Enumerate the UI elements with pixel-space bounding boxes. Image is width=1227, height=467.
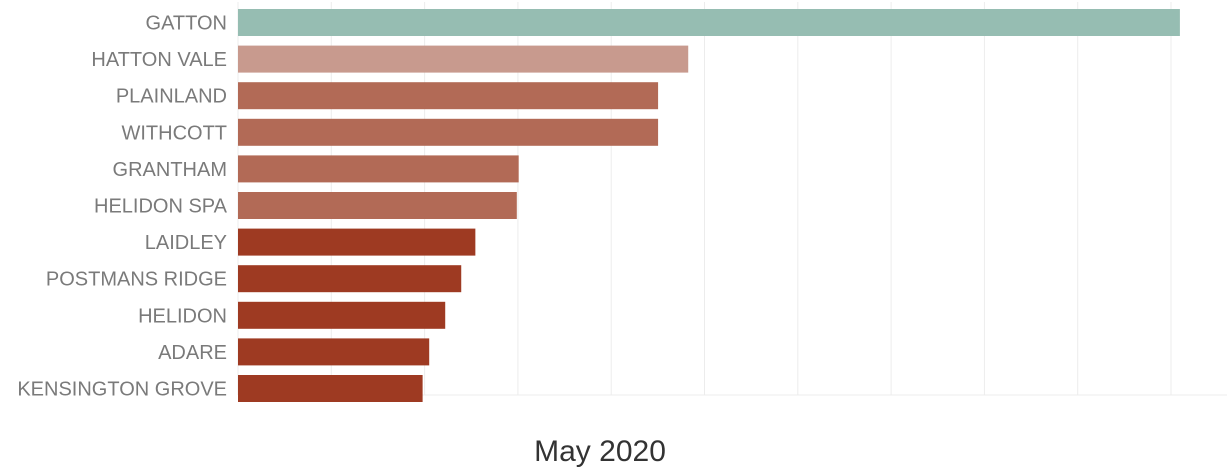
category-label: KENSINGTON GROVE — [17, 379, 227, 401]
bar-plainland[interactable] — [238, 82, 659, 110]
bar-helidon-spa[interactable] — [238, 192, 517, 219]
bar-kensington-grove[interactable] — [238, 375, 423, 402]
category-label: LAIDLEY — [145, 232, 227, 254]
bar-adare[interactable] — [238, 338, 430, 366]
bar-withcott[interactable] — [238, 118, 659, 146]
category-label: GATTON — [146, 13, 227, 35]
category-label: HATTON VALE — [91, 49, 227, 71]
bar-helidon[interactable] — [238, 301, 446, 329]
bar-postmans-ridge[interactable] — [238, 265, 462, 293]
x-axis-label: May 2020 — [534, 435, 666, 467]
category-label: POSTMANS RIDGE — [46, 269, 227, 291]
bar-gatton[interactable] — [238, 9, 1180, 36]
category-label: HELIDON SPA — [94, 196, 228, 218]
category-label: PLAINLAND — [116, 86, 227, 108]
bar-grantham[interactable] — [238, 155, 519, 183]
bars — [238, 9, 1180, 402]
category-label: WITHCOTT — [121, 122, 227, 144]
category-labels: GATTON HATTON VALE PLAINLAND WITHCOTT GRANTH… — [17, 13, 227, 401]
category-label: ADARE — [158, 342, 227, 364]
category-label: HELIDON — [138, 305, 227, 327]
bar-hatton-vale[interactable] — [238, 45, 689, 73]
category-label: GRANTHAM — [113, 159, 227, 181]
bar-laidley[interactable] — [238, 228, 476, 256]
